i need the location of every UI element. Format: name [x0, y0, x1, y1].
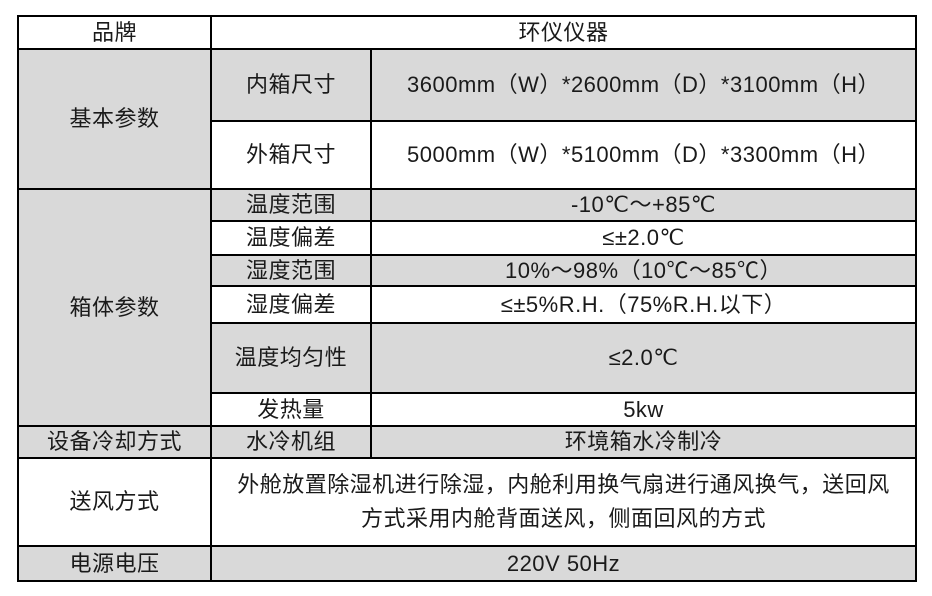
air-supply-value-line2: 方式采用内舱背面送风，侧面回风的方式 [361, 506, 767, 531]
humidity-range-label-cell: 湿度范围 [210, 254, 372, 287]
spec-table: 品牌 环仪仪器 基本参数 内箱尺寸 3600mm（W）*2600mm（D）*31… [17, 15, 918, 582]
cooling-method-label-cell: 设备冷却方式 [17, 425, 212, 459]
temp-uniformity-label-cell: 温度均匀性 [210, 322, 372, 394]
heat-load-label-cell: 发热量 [210, 392, 372, 427]
temp-range-label-cell: 温度范围 [210, 188, 372, 222]
cooling-value-cell: 环境箱水冷制冷 [369, 425, 918, 459]
humidity-deviation-value-cell: ≤±5%R.H.（75%R.H.以下） [369, 285, 918, 324]
brand-label-cell: 品牌 [17, 15, 212, 50]
air-supply-value-line1: 外舱放置除湿机进行除湿，内舱利用换气扇进行通风换气，送回风 [237, 472, 890, 497]
outer-size-label-cell: 外箱尺寸 [210, 120, 372, 190]
basic-params-group-cell: 基本参数 [17, 48, 212, 190]
temp-deviation-value-cell: ≤±2.0℃ [369, 220, 918, 256]
temp-range-value-cell: -10℃～+85℃ [369, 188, 918, 222]
power-label-cell: 电源电压 [17, 545, 212, 582]
cooling-unit-label-cell: 水冷机组 [210, 425, 372, 459]
brand-value-cell: 环仪仪器 [209, 15, 918, 50]
power-value-cell: 220V 50Hz [209, 545, 918, 582]
humidity-deviation-label-cell: 湿度偏差 [210, 285, 372, 324]
temp-deviation-label-cell: 温度偏差 [210, 220, 372, 256]
outer-size-value-cell: 5000mm（W）*5100mm（D）*3300mm（H） [369, 120, 918, 190]
chamber-params-group-cell: 箱体参数 [17, 188, 212, 427]
air-supply-value-cell: 外舱放置除湿机进行除湿，内舱利用换气扇进行通风换气，送回风 方式采用内舱背面送风… [209, 457, 918, 547]
heat-load-value-cell: 5kw [369, 392, 918, 427]
humidity-range-value-cell: 10%～98%（10℃～85℃） [369, 254, 918, 287]
air-supply-label-cell: 送风方式 [17, 457, 212, 547]
temp-uniformity-value-cell: ≤2.0℃ [369, 322, 918, 394]
inner-size-value-cell: 3600mm（W）*2600mm（D）*3100mm（H） [369, 48, 918, 122]
inner-size-label-cell: 内箱尺寸 [210, 48, 372, 122]
